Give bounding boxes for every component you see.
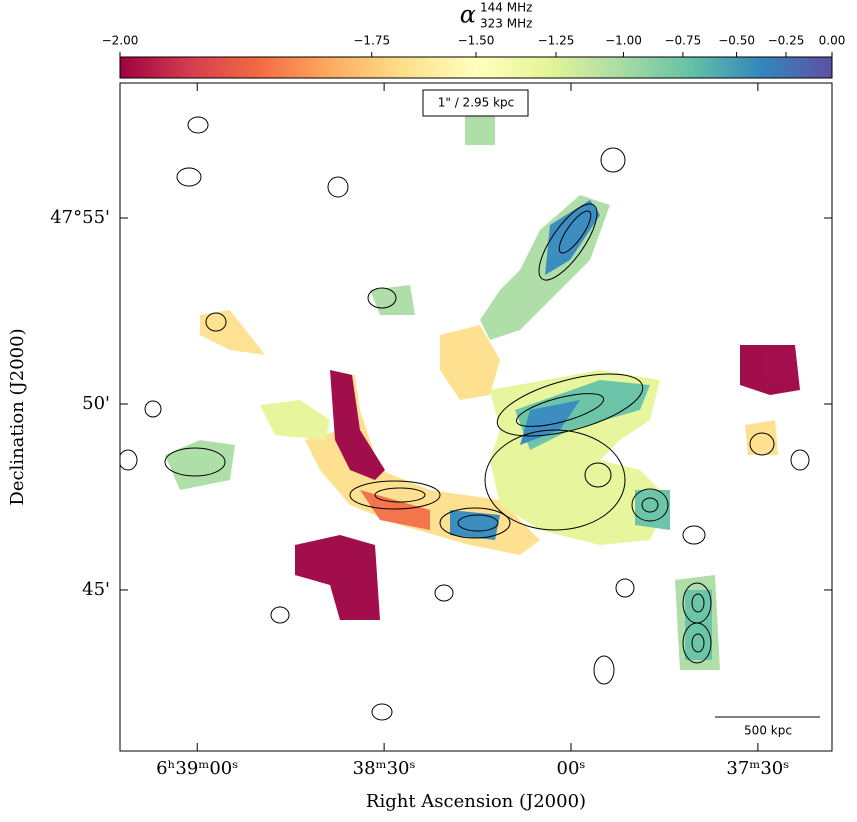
colorbar xyxy=(119,56,833,79)
colorbar-tick-label: −1.25 xyxy=(538,34,575,48)
x-tick-label: 6ʰ39ᵐ00ˢ xyxy=(156,758,238,779)
plot-frame xyxy=(119,82,833,752)
colorbar-tick-label: −0.25 xyxy=(768,34,805,48)
y-tick-label: 45' xyxy=(82,579,110,600)
colorbar-tick-label: −0.50 xyxy=(718,34,755,48)
colorbar-tick-label: −1.75 xyxy=(353,34,390,48)
scale-box xyxy=(422,89,529,117)
colorbar-label: α xyxy=(460,1,476,29)
colorbar-tick-label: −1.00 xyxy=(605,34,642,48)
colorbar-tick-label: −1.50 xyxy=(458,34,495,48)
x-tick-label: 00ˢ xyxy=(557,758,586,779)
x-tick-label: 37ᵐ30ˢ xyxy=(726,758,789,779)
scalebar-label: 500 kpc xyxy=(744,724,792,738)
y-tick-label: 50' xyxy=(82,393,110,414)
y-tick-label: 47°55' xyxy=(50,207,110,228)
colorbar-tick-label: 0.00 xyxy=(819,34,846,48)
y-axis-label: Declination (J2000) xyxy=(7,328,28,505)
scale-annotation: 1" / 2.95 kpc xyxy=(438,96,515,110)
colorbar-label-sup: 144 MHz xyxy=(480,1,532,15)
colorbar-tick-label: −0.75 xyxy=(664,34,701,48)
colorbar-label-sub: 323 MHz xyxy=(480,17,532,31)
x-tick-label: 38ᵐ30ˢ xyxy=(353,758,416,779)
spectral-map xyxy=(120,110,810,721)
x-axis-label: Right Ascension (J2000) xyxy=(366,791,586,812)
colorbar-tick-label: −2.00 xyxy=(102,34,139,48)
